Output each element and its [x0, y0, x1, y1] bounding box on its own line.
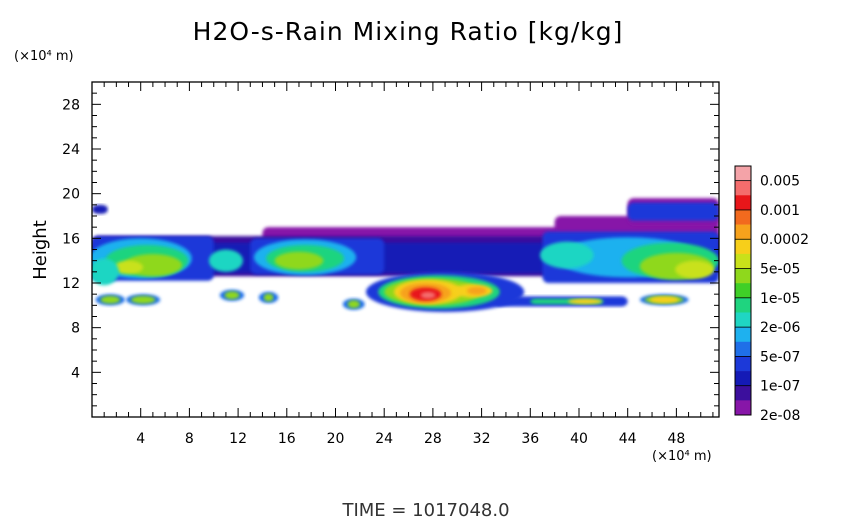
- field-level-10: [113, 260, 144, 275]
- y-unit-label: (×10⁴ m): [14, 49, 74, 64]
- colorbar-label: 5e-07: [760, 349, 800, 365]
- y-tick-label: 16: [62, 231, 80, 247]
- x-unit-label: (×10⁴ m): [652, 449, 712, 464]
- colorbar-label: 5e-05: [760, 262, 800, 278]
- field-level-6: [208, 249, 243, 272]
- y-tick-label: 20: [62, 187, 80, 203]
- field-level-6: [540, 241, 594, 269]
- colorbar-band: [735, 180, 751, 196]
- field-level-11: [568, 298, 603, 305]
- colorbar-label: 0.001: [760, 203, 800, 219]
- colorbar-band: [735, 253, 751, 269]
- colorbar-band: [735, 341, 751, 357]
- x-tick-label: 12: [229, 431, 247, 447]
- axis-ticks: [92, 82, 719, 417]
- colorbar-band: [735, 224, 751, 240]
- x-tick-label: 28: [424, 431, 442, 447]
- colorbar-band: [735, 283, 751, 299]
- colorbar-label: 0.0002: [760, 232, 809, 248]
- colorbar-band: [735, 239, 751, 255]
- y-tick-label: 24: [62, 142, 80, 158]
- x-tick-label: 32: [473, 431, 491, 447]
- colorbar-band: [735, 312, 751, 328]
- field-level-9: [263, 293, 274, 302]
- heatmap-fields: [92, 198, 719, 313]
- chart-title: H2O-s-Rain Mixing Ratio [kg/kg]: [193, 17, 624, 46]
- field-level-9: [224, 291, 240, 300]
- colorbar-band: [735, 356, 751, 372]
- x-tick-label: 36: [521, 431, 539, 447]
- colorbar-band: [735, 297, 751, 313]
- x-tick-label: 20: [327, 431, 345, 447]
- field-level-6: [92, 258, 119, 286]
- field-level-15: [420, 291, 436, 299]
- colorbar-band: [735, 166, 751, 181]
- field-level-10: [675, 260, 715, 279]
- x-tick-label: 44: [619, 431, 637, 447]
- colorbar-label: 2e-06: [760, 320, 800, 336]
- y-tick-label: 12: [62, 276, 80, 292]
- colorbar: [734, 165, 752, 416]
- y-tick-labels: 4 8 12 16 20 24 28: [62, 97, 80, 381]
- x-tick-label: 24: [375, 431, 393, 447]
- field-level-9: [100, 295, 121, 304]
- field-level-9: [130, 295, 156, 304]
- colorbar-band: [735, 371, 751, 387]
- colorbar-band: [735, 400, 751, 416]
- field-level-12: [466, 286, 487, 295]
- x-tick-label: 4: [136, 431, 145, 447]
- field-level-3: [627, 202, 719, 221]
- colorbar-label: 2e-08: [760, 408, 800, 424]
- y-axis-label: Height: [30, 220, 51, 280]
- colorbar-band: [735, 209, 751, 225]
- x-tick-label: 48: [667, 431, 685, 447]
- x-tick-labels: 4 8 12 16 20 24 28 32 36 40 44 48: [136, 431, 685, 447]
- x-tick-label: 16: [278, 431, 296, 447]
- y-tick-label: 28: [62, 97, 80, 113]
- colorbar-label: 1e-07: [760, 379, 800, 395]
- colorbar-band: [735, 268, 751, 284]
- colorbar-band: [735, 327, 751, 343]
- x-tick-label: 40: [570, 431, 588, 447]
- colorbar-band: [735, 195, 751, 211]
- field-level-9: [274, 251, 324, 270]
- colorbar-labels: 0.005 0.001 0.0002 5e-05 1e-05 2e-06 5e-07 1e-0…: [760, 174, 809, 424]
- field-level-2: [92, 204, 108, 214]
- y-tick-label: 8: [71, 321, 80, 337]
- field-level-9: [347, 300, 360, 309]
- colorbar-label: 0.005: [760, 174, 800, 190]
- field-level-11: [649, 296, 679, 304]
- colorbar-label: 1e-05: [760, 291, 800, 307]
- time-footer: TIME = 1017048.0: [341, 500, 509, 519]
- x-tick-label: 8: [185, 431, 194, 447]
- colorbar-band: [735, 385, 751, 401]
- y-tick-label: 4: [71, 365, 80, 381]
